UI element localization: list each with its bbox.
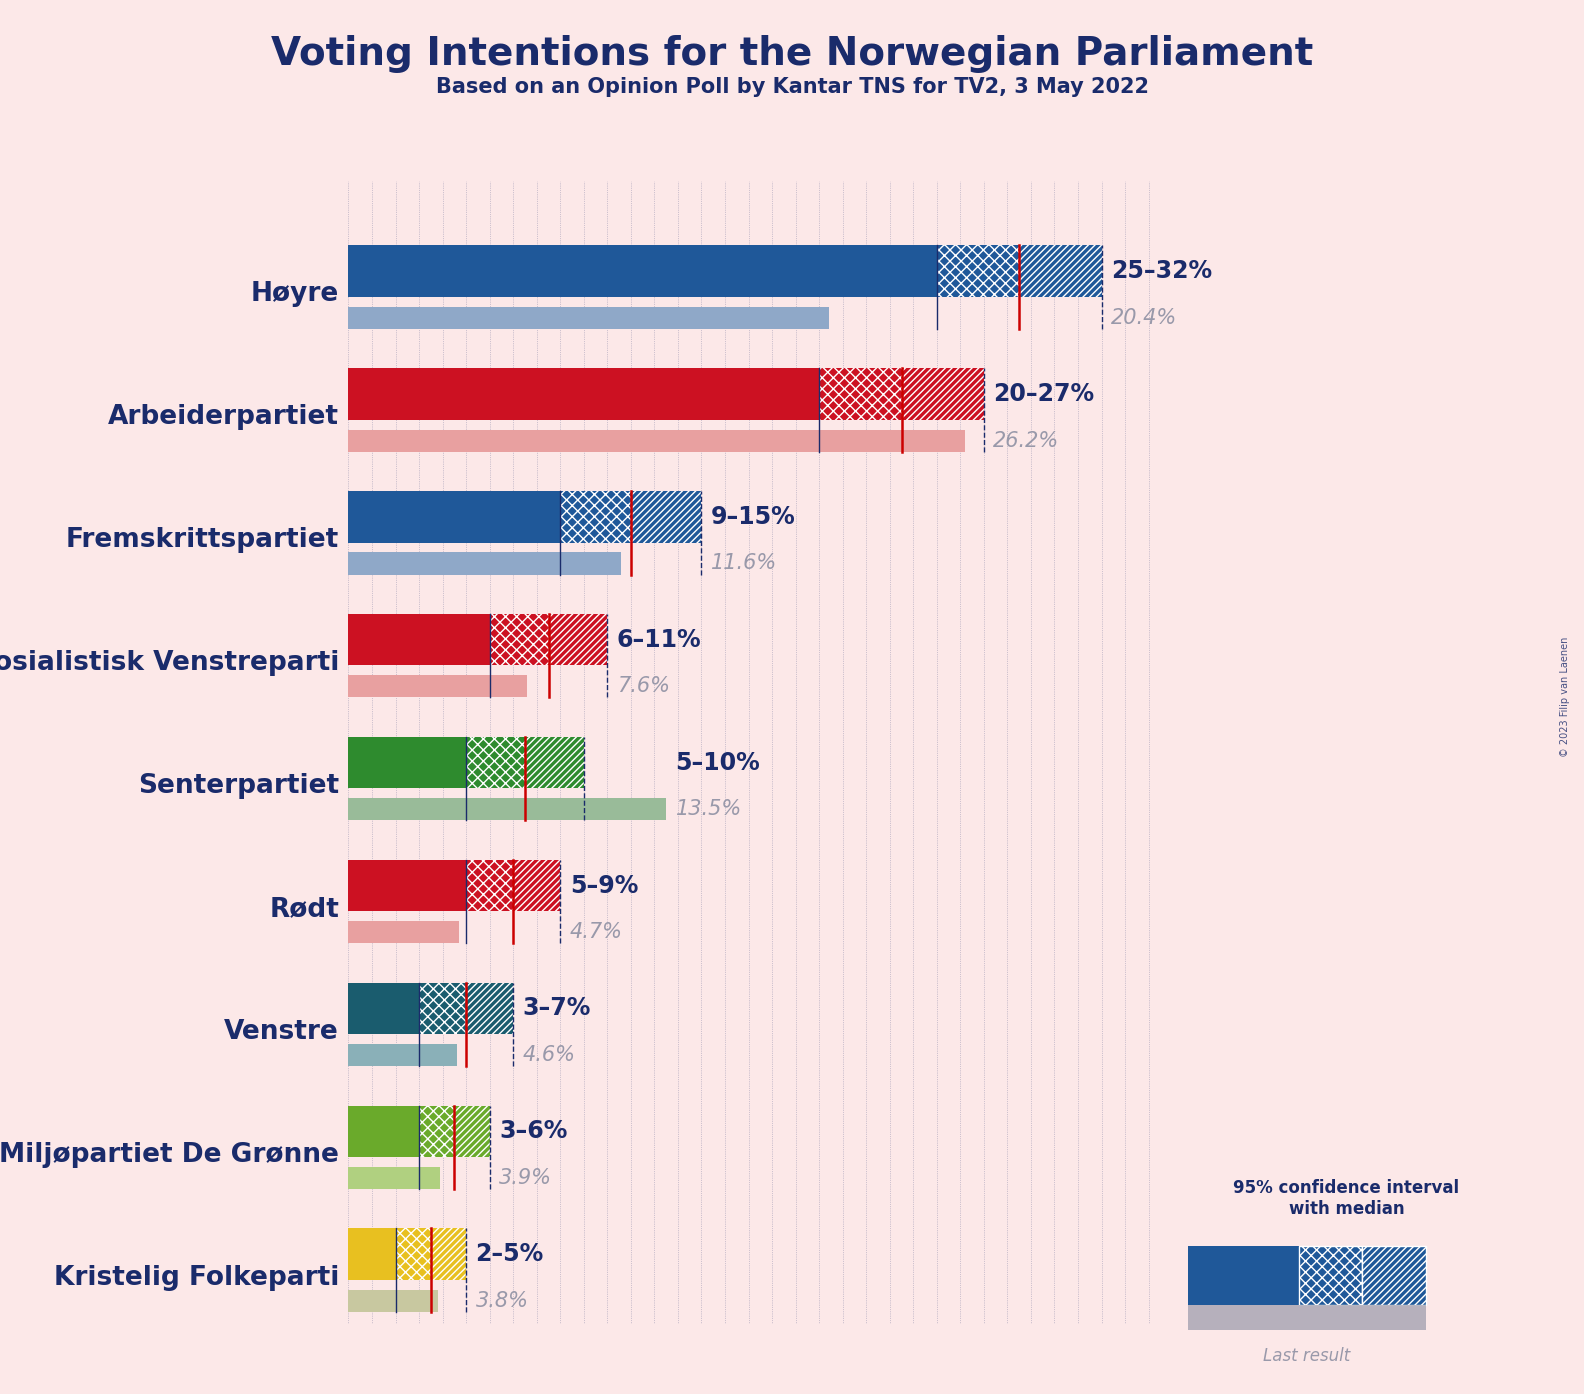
Text: Kristelig Folkeparti: Kristelig Folkeparti xyxy=(54,1264,339,1291)
Bar xyxy=(548,613,607,665)
Text: 3–6%: 3–6% xyxy=(499,1119,567,1143)
Bar xyxy=(348,799,667,820)
Bar xyxy=(348,1289,437,1312)
Bar xyxy=(1019,245,1101,297)
Bar xyxy=(348,860,466,912)
Bar xyxy=(348,921,459,944)
Bar xyxy=(936,245,1019,297)
Bar xyxy=(348,491,561,542)
Bar xyxy=(348,1167,440,1189)
Bar xyxy=(466,860,513,912)
Text: 13.5%: 13.5% xyxy=(676,799,741,820)
Bar xyxy=(420,983,466,1034)
Bar xyxy=(348,1228,396,1280)
Text: Senterpartiet: Senterpartiet xyxy=(138,772,339,799)
Text: 2–5%: 2–5% xyxy=(475,1242,543,1266)
Bar xyxy=(348,429,965,452)
Bar xyxy=(1299,1246,1362,1305)
Bar xyxy=(420,1105,455,1157)
Bar xyxy=(348,1044,456,1066)
Text: 20–27%: 20–27% xyxy=(993,382,1095,406)
Bar xyxy=(630,491,702,542)
Bar xyxy=(348,368,819,420)
Bar xyxy=(348,1105,420,1157)
Bar xyxy=(524,737,584,789)
Text: 5–9%: 5–9% xyxy=(570,874,638,898)
Bar xyxy=(489,613,548,665)
Text: Based on an Opinion Poll by Kantar TNS for TV2, 3 May 2022: Based on an Opinion Poll by Kantar TNS f… xyxy=(436,77,1148,96)
Bar xyxy=(1188,1305,1426,1330)
Bar xyxy=(396,1228,431,1280)
Bar xyxy=(455,1105,489,1157)
Text: Voting Intentions for the Norwegian Parliament: Voting Intentions for the Norwegian Parl… xyxy=(271,35,1313,72)
Text: Rødt: Rødt xyxy=(269,896,339,921)
Text: Høyre: Høyre xyxy=(250,282,339,307)
Text: 6–11%: 6–11% xyxy=(616,627,702,651)
Text: 95% confidence interval
with median: 95% confidence interval with median xyxy=(1234,1179,1459,1218)
Text: Sosialistisk Venstreparti: Sosialistisk Venstreparti xyxy=(0,650,339,676)
Bar xyxy=(1188,1246,1299,1305)
Text: 4.7%: 4.7% xyxy=(570,923,623,942)
Text: 26.2%: 26.2% xyxy=(993,431,1060,450)
Text: 5–10%: 5–10% xyxy=(676,750,760,775)
Bar xyxy=(466,983,513,1034)
Text: © 2023 Filip van Laenen: © 2023 Filip van Laenen xyxy=(1560,637,1570,757)
Bar xyxy=(1362,1246,1426,1305)
Text: 11.6%: 11.6% xyxy=(711,553,778,573)
Bar xyxy=(561,491,630,542)
Text: 20.4%: 20.4% xyxy=(1110,308,1177,328)
Text: Fremskrittspartiet: Fremskrittspartiet xyxy=(67,527,339,553)
Text: Miljøpartiet De Grønne: Miljøpartiet De Grønne xyxy=(0,1142,339,1168)
Text: 25–32%: 25–32% xyxy=(1110,259,1212,283)
Bar xyxy=(513,860,561,912)
Text: 3–7%: 3–7% xyxy=(523,997,591,1020)
Text: 7.6%: 7.6% xyxy=(616,676,670,697)
Bar xyxy=(348,245,936,297)
Bar xyxy=(348,675,527,697)
Bar xyxy=(348,983,420,1034)
Bar xyxy=(819,368,901,420)
Text: Last result: Last result xyxy=(1262,1347,1351,1365)
Text: Arbeiderpartiet: Arbeiderpartiet xyxy=(108,404,339,431)
Bar xyxy=(431,1228,466,1280)
Text: 4.6%: 4.6% xyxy=(523,1046,575,1065)
Bar xyxy=(348,613,489,665)
Text: 9–15%: 9–15% xyxy=(711,505,795,528)
Bar xyxy=(348,552,621,574)
Text: 3.8%: 3.8% xyxy=(475,1291,529,1310)
Text: Venstre: Venstre xyxy=(225,1019,339,1044)
Bar xyxy=(348,737,466,789)
Bar xyxy=(466,737,524,789)
Bar xyxy=(901,368,984,420)
Text: 3.9%: 3.9% xyxy=(499,1168,553,1188)
Bar xyxy=(348,307,828,329)
